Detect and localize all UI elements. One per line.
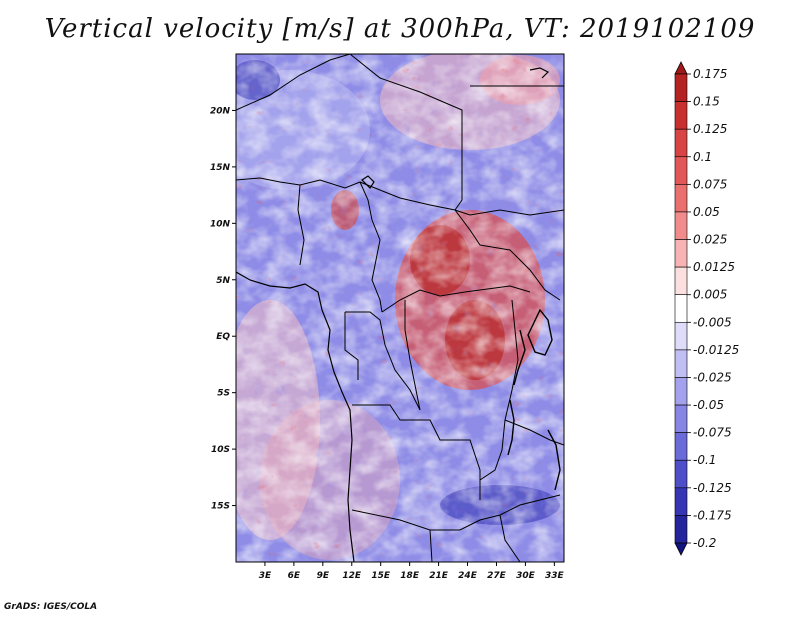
colorbar-label: 0.125 [693,122,727,136]
colorbar-label: 0.075 [693,177,727,191]
colorbar-swatch [674,61,688,75]
colorbar-swatch [674,321,688,351]
colorbar-swatch [674,377,688,406]
colorbar-swatch [674,239,688,268]
lon-tick-label: 21E [429,571,449,581]
colorbar-label: 0.15 [693,95,720,109]
colorbar-swatch [674,515,688,544]
colorbar-label: 0.025 [693,233,727,247]
colorbar-label: -0.05 [693,398,724,412]
lat-tick-label: EQ [216,332,230,342]
colorbar-label: -0.075 [693,426,732,440]
colorbar-label: -0.025 [693,370,732,384]
colorbar-swatch [674,101,688,130]
lat-tick-label: 20N [210,106,231,116]
colorbar-swatch [674,349,688,378]
lon-tick-label: 12E [342,571,362,581]
map-axes: 3E 6E 9E 12E 15E 18E 21E 24E 27E 30E 33E 20N 15N 10N 5… [210,106,565,581]
colorbar-swatch [674,459,688,489]
lat-tick-label: 5S [217,389,230,399]
colorbar-swatch [674,432,688,461]
colorbar-label: 0.0125 [693,260,735,274]
colorbar-label: -0.175 [693,508,732,522]
lat-tick-label: 15S [211,502,230,512]
lat-tick-label: 5N [216,276,230,286]
colorbar-swatch [674,156,688,185]
colorbar-swatch [674,487,688,516]
colorbar-swatch [674,294,688,323]
colorbar-label: 0.175 [693,67,727,81]
grads-credit: GrADS: IGES/COLA [4,602,98,612]
lon-tick-label: 6E [288,571,301,581]
colorbar-label: -0.125 [693,481,732,495]
lon-tick-label: 9E [317,571,330,581]
map-plot: 3E 6E 9E 12E 15E 18E 21E 24E 27E 30E 33E 20N 15N 10N 5… [210,53,739,581]
chart-title: Vertical velocity [m/s] at 300hPa, VT: 2… [44,14,756,44]
colorbar: 0.175 0.15 0.125 0.1 0.075 0.05 0.025 0.0125 0.0… [674,61,739,556]
lon-tick-label: 24E [458,571,478,581]
lon-tick-label: 33E [545,571,565,581]
colorbar-label: -0.0125 [693,343,739,357]
lon-tick-label: 27E [487,571,507,581]
lon-tick-label: 15E [371,571,391,581]
vertical-velocity-field [236,54,564,562]
colorbar-swatch [674,404,688,433]
map-frame [235,53,565,563]
colorbar-swatch [674,266,688,296]
country-borders [236,54,564,562]
lon-tick-label: 3E [259,571,272,581]
lon-tick-label: 30E [516,571,536,581]
colorbar-label: -0.1 [693,453,716,467]
colorbar-label: 0.1 [693,150,712,164]
colorbar-swatch [674,184,688,213]
colorbar-label: 0.005 [693,288,727,302]
lat-tick-label: 10S [211,445,230,455]
lat-tick-label: 15N [210,163,231,173]
colorbar-label: -0.2 [693,536,716,550]
colorbar-label: -0.005 [693,315,732,329]
colorbar-swatch [674,542,688,556]
colorbar-swatch [674,73,688,102]
colorbar-label: 0.05 [693,205,720,219]
lat-tick-label: 10N [210,219,231,229]
colorbar-swatch [674,128,688,158]
colorbar-swatch [674,211,688,240]
lon-tick-label: 18E [400,571,420,581]
